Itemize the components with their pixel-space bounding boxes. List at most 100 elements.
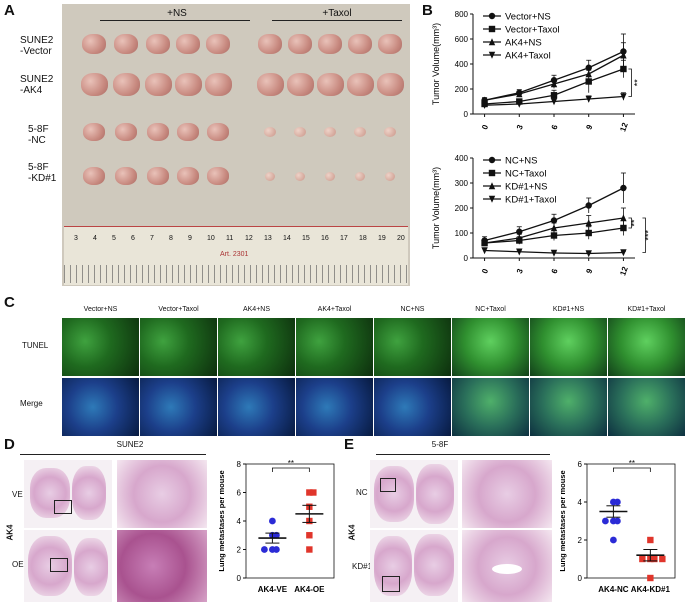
group-label-ns: +NS	[167, 8, 187, 19]
ruler-number: 6	[131, 235, 135, 242]
x-tick-label: 9	[584, 123, 594, 131]
y-tick-label: 400	[455, 60, 469, 69]
y-tick-label: 4	[237, 517, 242, 526]
lung-section-nc	[370, 460, 458, 528]
ruler-number: 11	[226, 235, 234, 242]
tumor	[147, 167, 169, 185]
data-point	[550, 92, 558, 99]
x-tick-label: 6	[550, 123, 560, 131]
tumor	[177, 167, 199, 185]
data-point	[659, 555, 666, 563]
data-point	[306, 546, 313, 553]
tunel-grid: Vector+NS Vector+Taxol AK4+NS AK4+Taxol NC+N…	[0, 298, 685, 436]
data-point	[273, 546, 280, 553]
y-tick-label: 600	[455, 35, 469, 44]
panel-e-title: 5-8F	[431, 440, 449, 449]
row-label-sune2-ak4: SUNE2 -AK4	[20, 74, 53, 96]
plot-frame	[245, 463, 335, 579]
x-tick-label: 0	[480, 267, 490, 275]
ruler: 3 4 5 6 7 8 9 10 11 12 13 14 15 16 17 18 19 20 Art. 2301	[64, 226, 408, 285]
data-point	[516, 100, 523, 108]
panel-d-title: SUNE2	[116, 440, 144, 449]
data-point	[585, 229, 592, 237]
tunel-image	[452, 378, 529, 436]
tumor	[147, 123, 169, 141]
x-category-label: AK4-VE	[258, 585, 288, 594]
sig-bracket	[613, 467, 651, 472]
tumor	[316, 72, 344, 96]
sig-label: **	[629, 219, 639, 227]
data-point	[614, 498, 621, 506]
legend-marker	[488, 195, 496, 203]
tumor-volume-chart-58f: 0 100 200 300 400 0 3 6 9 12 Tumor Volume(mm³) NC+N…	[431, 154, 653, 277]
row-label-line: SUNE2	[20, 74, 54, 85]
tunel-image	[608, 378, 685, 436]
x-category-label: AK4-NC	[598, 585, 628, 594]
data-point	[269, 517, 276, 525]
ruler-number: 19	[378, 235, 386, 242]
panel-letter-c: C	[4, 294, 15, 311]
tumor	[295, 171, 305, 181]
tumor	[265, 171, 275, 181]
tumor	[206, 34, 230, 54]
y-tick-label: 200	[455, 204, 469, 213]
ruler-number: 17	[340, 235, 348, 242]
group-line-ns	[100, 20, 250, 21]
data-point	[647, 536, 654, 544]
x-tick-label: 0	[480, 123, 490, 131]
lung-section-kd1	[370, 530, 458, 602]
x-tick-label: 6	[550, 267, 560, 275]
lung-zoom-ve	[117, 460, 207, 528]
y-tick-label: 300	[455, 179, 469, 188]
data-point	[261, 546, 268, 553]
tumor	[294, 127, 306, 137]
panel-letter-a: A	[4, 2, 15, 19]
data-point	[550, 217, 558, 224]
tumor	[83, 123, 105, 141]
legend-label: NC+Taxol	[505, 169, 546, 180]
data-point	[516, 248, 523, 256]
y-tick-label: 2	[578, 536, 583, 545]
tumor	[385, 171, 395, 181]
data-point	[639, 555, 646, 563]
legend-label: Vector+NS	[505, 12, 551, 23]
data-point	[550, 98, 558, 106]
y-axis-label: Tumor Volume(mm³)	[431, 167, 441, 249]
tunel-image	[62, 378, 139, 436]
lung-zoom-kd1	[462, 530, 552, 602]
y-tick-label: 0	[578, 574, 583, 583]
tumor	[146, 34, 170, 54]
panel-letter-b: B	[422, 2, 433, 19]
data-point	[585, 202, 592, 209]
y-tick-label: 100	[455, 229, 469, 238]
row-label-line: -Vector	[20, 46, 52, 57]
data-point	[620, 249, 627, 257]
tunel-image	[218, 318, 295, 376]
sig-label: **	[629, 459, 635, 468]
tumor	[346, 72, 374, 96]
y-axis-label: Tumor Volume(mm³)	[431, 23, 441, 105]
legend-marker	[488, 38, 496, 46]
data-point	[481, 247, 488, 255]
x-category-label: AK4-KD#1	[631, 585, 671, 594]
tunel-image	[140, 378, 217, 436]
data-point	[516, 234, 523, 242]
row-label-sune2-vector: SUNE2 -Vector	[20, 35, 53, 57]
data-point	[620, 224, 627, 232]
y-tick-label: 0	[464, 254, 469, 263]
x-tick-label: 9	[584, 267, 594, 275]
legend-label: KD#1+Taxol	[505, 195, 557, 206]
data-point	[585, 95, 592, 103]
ruler-number: 13	[264, 235, 272, 242]
group-label-taxol: +Taxol	[322, 8, 352, 19]
ruler-number: 18	[359, 235, 367, 242]
tunel-image	[218, 378, 295, 436]
tumor	[355, 171, 365, 181]
data-point	[550, 249, 558, 257]
tumor	[354, 127, 366, 137]
legend-label: AK4+NS	[505, 38, 542, 49]
tunel-image	[296, 318, 373, 376]
tunel-column-label: KD#1+NS	[552, 306, 585, 313]
plot-frame	[586, 463, 676, 579]
y-tick-label: 0	[464, 110, 469, 119]
